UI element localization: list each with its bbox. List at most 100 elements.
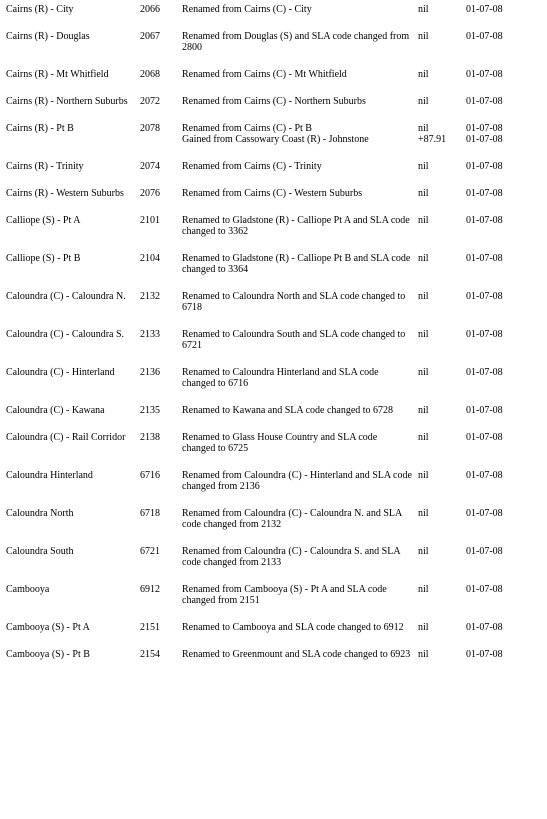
date-column: 01-07-08: [466, 329, 522, 340]
comment-column: Renamed from Cambooya (S) - Pt A and SLA…: [182, 584, 418, 606]
date-column: 01-07-08: [466, 31, 522, 42]
sla-code: 2101: [140, 215, 182, 226]
sla-code: 2066: [140, 4, 182, 15]
date-column: 01-07-08: [466, 4, 522, 15]
area-column: nil: [418, 4, 466, 15]
sla-name: Cairns (R) - Douglas: [6, 31, 140, 42]
date-column: 01-07-08: [466, 508, 522, 519]
date-column: 01-07-08: [466, 546, 522, 557]
sla-name: Caloundra (C) - Caloundra S.: [6, 329, 140, 340]
comment-line: Gained from Cassowary Coast (R) - Johnst…: [182, 134, 412, 145]
sla-name: Cambooya (S) - Pt A: [6, 622, 140, 633]
area-column: nil: [418, 161, 466, 172]
sla-name: Calliope (S) - Pt B: [6, 253, 140, 264]
sla-code: 2136: [140, 367, 182, 378]
sla-name: Caloundra North: [6, 508, 140, 519]
table-row: Caloundra (C) - Caloundra S.2133Renamed …: [6, 329, 541, 351]
date-column: 01-07-08: [466, 432, 522, 443]
area-value: nil: [418, 123, 466, 134]
date-column: 01-07-08: [466, 69, 522, 80]
table-row: Calliope (S) - Pt A2101Renamed to Gladst…: [6, 215, 541, 237]
sla-code: 6718: [140, 508, 182, 519]
area-value: +87.91: [418, 134, 466, 145]
table-row: Calliope (S) - Pt B2104Renamed to Gladst…: [6, 253, 541, 275]
sla-name: Cairns (R) - Northern Suburbs: [6, 96, 140, 107]
comment-column: Renamed to Greenmount and SLA code chang…: [182, 649, 418, 660]
comment-column: Renamed from Cairns (C) - Northern Subur…: [182, 96, 418, 107]
sla-name: Caloundra (C) - Rail Corridor: [6, 432, 140, 443]
sla-code: 2154: [140, 649, 182, 660]
date-column: 01-07-08: [466, 291, 522, 302]
table-row: Cairns (R) - Western Suburbs2076Renamed …: [6, 188, 541, 199]
date-column: 01-07-08: [466, 96, 522, 107]
area-column: nil: [418, 546, 466, 557]
date-column: 01-07-08: [466, 470, 522, 481]
sla-code: 2078: [140, 123, 182, 134]
sla-name: Caloundra (C) - Hinterland: [6, 367, 140, 378]
comment-column: Renamed to Kawana and SLA code changed t…: [182, 405, 418, 416]
comment-column: Renamed from Cairns (C) - Mt Whitfield: [182, 69, 418, 80]
sla-code: 2068: [140, 69, 182, 80]
sla-name: Cairns (R) - Mt Whitfield: [6, 69, 140, 80]
comment-column: Renamed from Cairns (C) - Western Suburb…: [182, 188, 418, 199]
sla-code: 2132: [140, 291, 182, 302]
area-column: nil+87.91: [418, 123, 466, 145]
table-row: Caloundra (C) - Kawana2135Renamed to Kaw…: [6, 405, 541, 416]
table-row: Caloundra (C) - Hinterland2136Renamed to…: [6, 367, 541, 389]
area-column: nil: [418, 622, 466, 633]
comment-column: Renamed from Cairns (C) - Pt BGained fro…: [182, 123, 418, 145]
area-column: nil: [418, 405, 466, 416]
comment-column: Renamed to Caloundra South and SLA code …: [182, 329, 418, 351]
comment-column: Renamed from Douglas (S) and SLA code ch…: [182, 31, 418, 53]
comment-column: Renamed from Caloundra (C) - Caloundra S…: [182, 546, 418, 568]
date-value: 01-07-08: [466, 134, 522, 145]
sla-name: Cairns (R) - City: [6, 4, 140, 15]
table-row: Caloundra South6721Renamed from Caloundr…: [6, 546, 541, 568]
sla-name: Cairns (R) - Western Suburbs: [6, 188, 140, 199]
comment-column: Renamed to Glass House Country and SLA c…: [182, 432, 418, 454]
comment-column: Renamed to Gladstone (R) - Calliope Pt A…: [182, 215, 418, 237]
sla-code: 2104: [140, 253, 182, 264]
sla-code: 2138: [140, 432, 182, 443]
sla-code: 6716: [140, 470, 182, 481]
comment-column: Renamed from Caloundra (C) - Hinterland …: [182, 470, 418, 492]
sla-name: Caloundra Hinterland: [6, 470, 140, 481]
sla-name: Cairns (R) - Pt B: [6, 123, 140, 134]
sla-name: Caloundra South: [6, 546, 140, 557]
sla-code: 2074: [140, 161, 182, 172]
sla-name: Cairns (R) - Trinity: [6, 161, 140, 172]
sla-code: 6721: [140, 546, 182, 557]
sla-code: 2072: [140, 96, 182, 107]
table-row: Cairns (R) - Mt Whitfield2068Renamed fro…: [6, 69, 541, 80]
area-column: nil: [418, 367, 466, 378]
table-row: Cambooya6912Renamed from Cambooya (S) - …: [6, 584, 541, 606]
table-row: Cambooya (S) - Pt B2154Renamed to Greenm…: [6, 649, 541, 660]
area-column: nil: [418, 291, 466, 302]
date-column: 01-07-08: [466, 367, 522, 378]
sla-name: Caloundra (C) - Kawana: [6, 405, 140, 416]
comment-column: Renamed from Cairns (C) - Trinity: [182, 161, 418, 172]
sla-changes-table: Cairns (R) - City2066 Renamed from Cairns…: [6, 4, 541, 660]
area-column: nil: [418, 69, 466, 80]
comment-line: Renamed from Cairns (C) - Pt B: [182, 123, 412, 134]
area-column: nil: [418, 508, 466, 519]
sla-code: 2151: [140, 622, 182, 633]
sla-code: 2076: [140, 188, 182, 199]
comment-column: Renamed from Caloundra (C) - Caloundra N…: [182, 508, 418, 530]
comment-column: Renamed to Caloundra Hinterland and SLA …: [182, 367, 418, 389]
date-column: 01-07-08: [466, 622, 522, 633]
table-row: Cairns (R) - Douglas2067Renamed from Dou…: [6, 31, 541, 53]
date-column: 01-07-08: [466, 215, 522, 226]
date-value: 01-07-08: [466, 123, 522, 134]
area-column: nil: [418, 649, 466, 660]
table-row: Cairns (R) - Pt B2078Renamed from Cairns…: [6, 123, 541, 145]
table-row: Cairns (R) - Trinity2074Renamed from Cai…: [6, 161, 541, 172]
area-column: nil: [418, 215, 466, 226]
table-row: Cairns (R) - Northern Suburbs2072Renamed…: [6, 96, 541, 107]
table-row: Caloundra (C) - Rail Corridor2138Renamed…: [6, 432, 541, 454]
comment-column: Renamed to Cambooya and SLA code changed…: [182, 622, 418, 633]
sla-name: Cambooya: [6, 584, 140, 595]
area-column: nil: [418, 253, 466, 264]
date-column: 01-07-08: [466, 188, 522, 199]
sla-code: 2133: [140, 329, 182, 340]
